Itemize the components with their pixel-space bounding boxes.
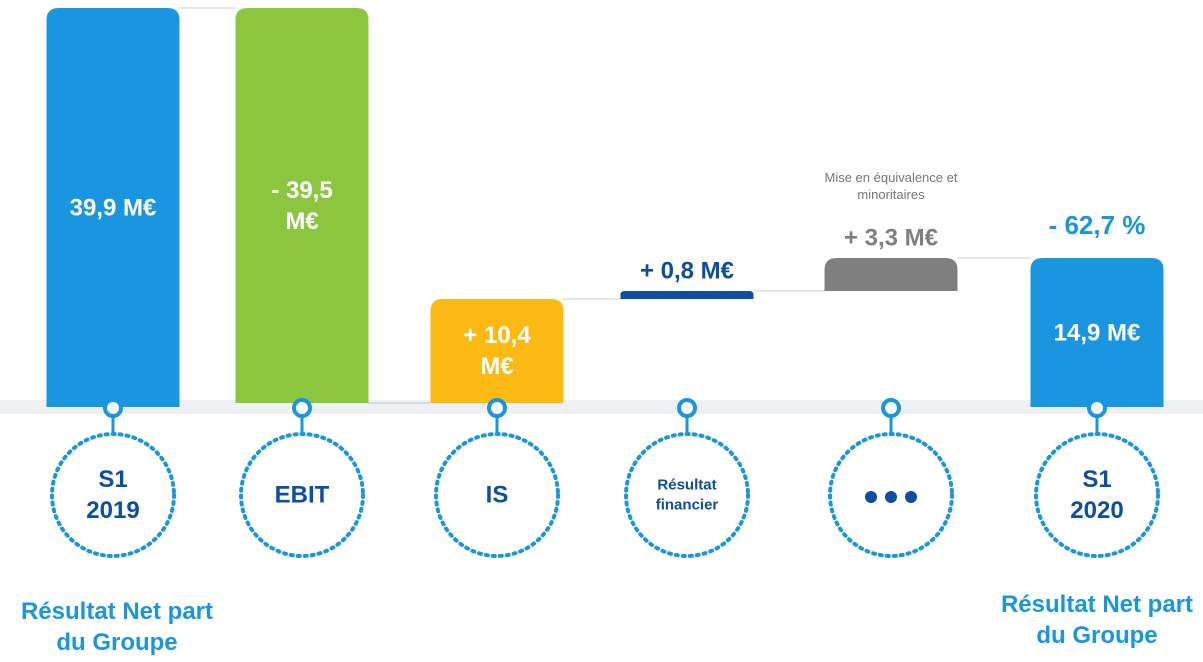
change-label: - 62,7 % [1048,210,1146,241]
category-ring [50,432,176,558]
node [881,398,901,418]
category-label: S1 2019 [86,465,140,524]
category-label: IS [485,481,509,509]
category-label: S1 2020 [1070,465,1124,524]
value-label: + 0,8 M€ [639,257,735,285]
ellipsis-dot [865,491,877,503]
value-label: - 39,5 M€ [271,176,333,235]
value-label: + 10,4 M€ [463,321,531,380]
node [1087,398,1107,418]
value-label: 14,9 M€ [1053,318,1141,346]
baseline-shade [0,400,1203,414]
footer-label: Résultat Net part du Groupe [20,597,214,656]
category-ring [239,432,365,558]
category-ring [828,432,954,558]
node [487,398,507,418]
value-label: + 3,3 M€ [843,224,939,252]
bar [824,258,958,291]
node [103,398,123,418]
category-label: Résultat financier [655,476,719,514]
footer-label: Résultat Net part du Groupe [1000,590,1194,649]
bar [620,291,754,299]
ellipsis-dot [885,491,897,503]
category-ring [624,432,750,558]
note: Mise en équivalence et minoritaires [824,170,958,202]
node [677,398,697,418]
category-ring [1034,432,1160,558]
bar [235,8,369,403]
bar [46,8,180,407]
bar [430,299,564,403]
category-ring [434,432,560,558]
category-label: EBIT [274,481,330,509]
bar [1030,258,1164,407]
node [292,398,312,418]
ellipsis-dot [905,491,917,503]
value-label: 39,9 M€ [69,193,157,221]
